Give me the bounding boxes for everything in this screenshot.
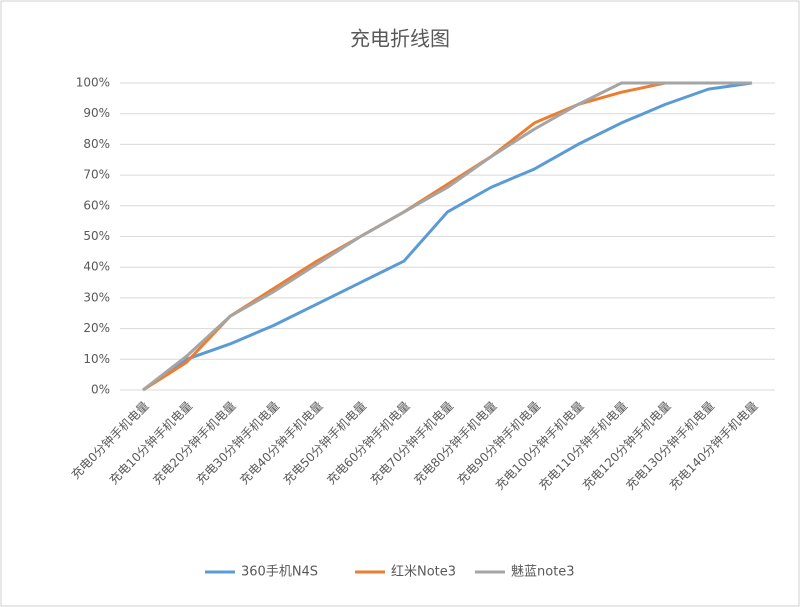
legend-label: 魅蓝note3	[511, 565, 575, 580]
legend-label: 红米Note3	[391, 564, 456, 580]
y-tick-label: 50%	[83, 229, 110, 243]
y-tick-label: 70%	[83, 168, 110, 182]
line-series	[142, 81, 753, 392]
y-tick-label: 80%	[83, 137, 110, 151]
chart-title: 充电折线图	[350, 27, 450, 51]
y-tick-label: 100%	[76, 76, 110, 90]
y-tick-label: 40%	[83, 260, 110, 274]
y-tick-label: 30%	[83, 290, 110, 304]
legend-label: 360手机N4S	[241, 565, 318, 580]
y-tick-label: 20%	[83, 321, 110, 335]
y-tick-label: 90%	[83, 106, 110, 120]
y-tick-label: 60%	[83, 198, 110, 212]
y-tick-label: 10%	[83, 352, 110, 366]
y-tick-label: 0%	[91, 383, 110, 397]
line-series	[142, 81, 752, 392]
